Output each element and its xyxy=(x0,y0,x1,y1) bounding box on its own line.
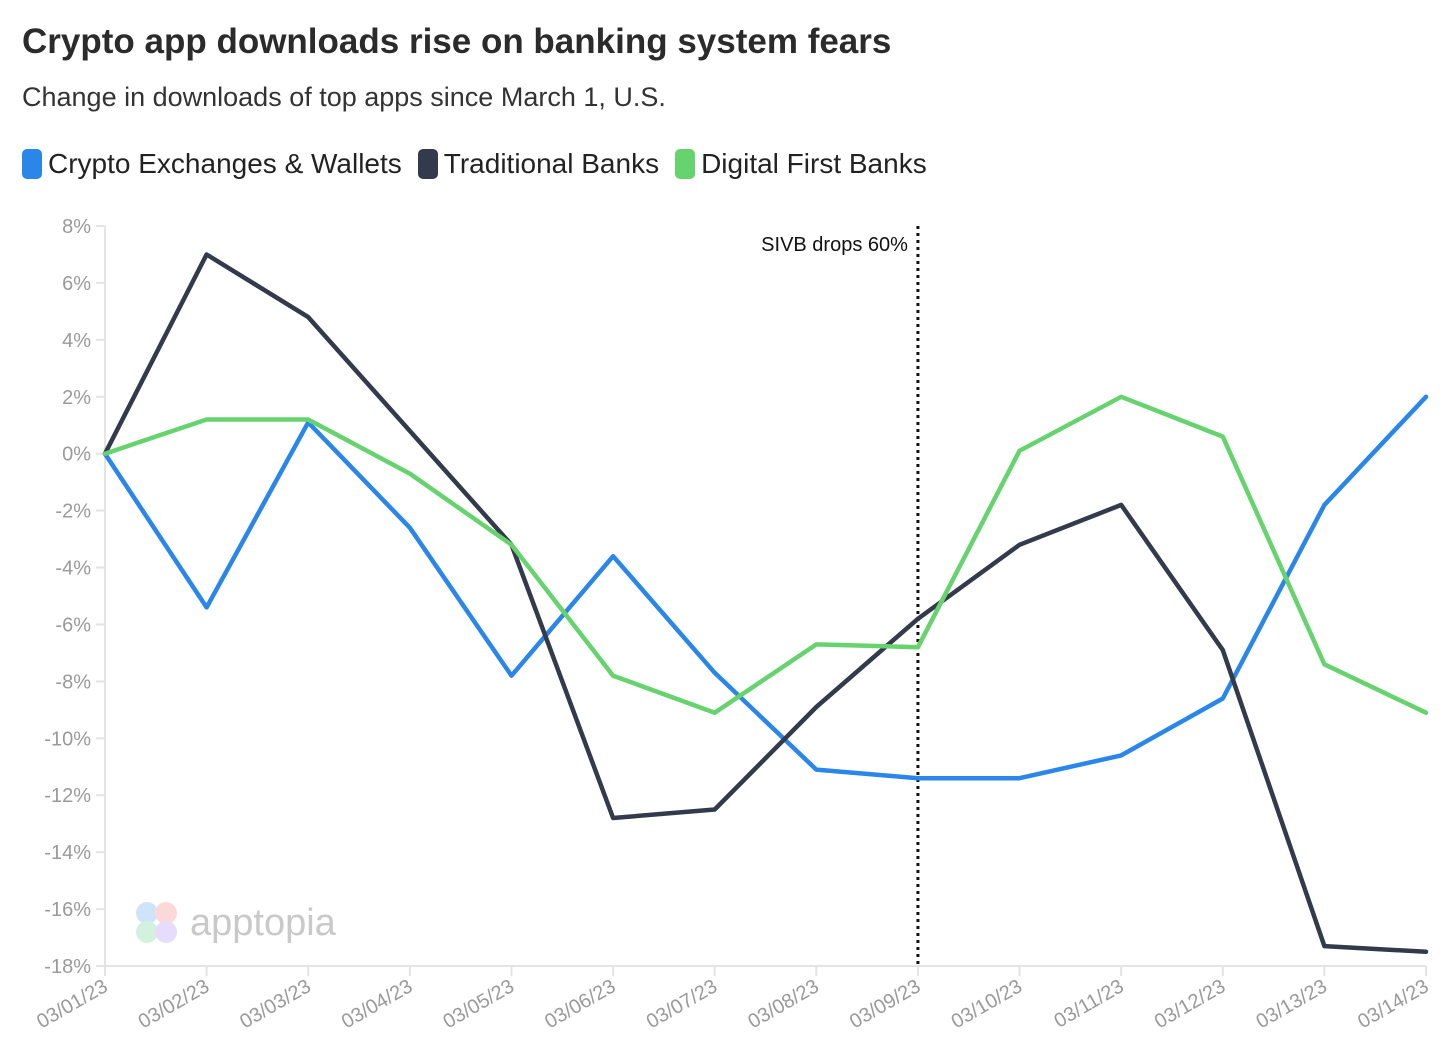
x-tick-label: 03/06/23 xyxy=(541,975,619,1033)
chart-series xyxy=(102,252,1429,955)
y-tick-label: 4% xyxy=(62,330,91,352)
series-line-digital-first-banks[interactable] xyxy=(102,394,1429,715)
chart-title: Crypto app downloads rise on banking sys… xyxy=(22,22,892,61)
annotation-label: SIVB drops 60% xyxy=(761,234,908,256)
y-tick-label: 6% xyxy=(62,273,91,295)
series-line-crypto-exchanges-wallets[interactable] xyxy=(102,394,1429,781)
y-tick-label: 8% xyxy=(62,216,91,238)
x-tick-label: 03/03/23 xyxy=(236,975,314,1033)
y-tick-label: 2% xyxy=(62,387,91,409)
watermark-logo-petal-blue xyxy=(136,902,158,924)
y-tick-label: -14% xyxy=(44,842,91,864)
x-tick-label: 03/02/23 xyxy=(135,975,213,1033)
x-tick-label: 03/12/23 xyxy=(1151,975,1229,1033)
apptopia-watermark: apptopia xyxy=(136,902,337,944)
y-tick-label: -10% xyxy=(44,728,91,750)
y-tick-label: -16% xyxy=(44,899,91,921)
legend-swatch-crypto xyxy=(22,149,42,179)
legend-label-digital-first-banks: Digital First Banks xyxy=(701,148,927,179)
legend-label-traditional-banks: Traditional Banks xyxy=(443,148,660,179)
y-tick-label: -18% xyxy=(44,956,91,978)
watermark-text: apptopia xyxy=(190,902,337,944)
x-tick-label: 03/09/23 xyxy=(846,975,924,1033)
legend-item-traditional-banks[interactable]: Traditional Banks xyxy=(417,148,660,180)
series-line-traditional-banks[interactable] xyxy=(102,252,1429,955)
x-tick-label: 03/07/23 xyxy=(643,975,721,1033)
legend-swatch-traditional-banks xyxy=(417,149,438,179)
legend-item-crypto[interactable]: Crypto Exchanges & Wallets xyxy=(22,148,402,180)
x-tick-label: 03/08/23 xyxy=(744,975,822,1033)
watermark-logo-petal-purple xyxy=(155,921,177,943)
x-tick-label: 03/11/23 xyxy=(1051,975,1128,1032)
watermark-logo-petal-pink xyxy=(155,902,177,924)
x-tick-label: 03/05/23 xyxy=(440,975,518,1033)
watermark-logo-petal-green xyxy=(136,921,158,943)
legend-item-digital-first-banks[interactable]: Digital First Banks xyxy=(675,148,927,180)
y-tick-label: -12% xyxy=(44,785,91,807)
y-tick-label: -8% xyxy=(55,671,91,693)
chart-legend: Crypto Exchanges & Wallets Traditional B… xyxy=(22,148,943,180)
chart-annotations: SIVB drops 60% xyxy=(761,226,920,966)
x-tick-label: 03/10/23 xyxy=(948,975,1026,1033)
x-tick-label: 03/04/23 xyxy=(338,975,416,1033)
y-tick-label: -2% xyxy=(55,501,91,523)
legend-label-crypto: Crypto Exchanges & Wallets xyxy=(48,148,402,179)
chart-subtitle: Change in downloads of top apps since Ma… xyxy=(22,82,666,112)
legend-swatch-digital-first-banks xyxy=(675,149,696,179)
y-tick-label: -4% xyxy=(55,558,91,580)
y-tick-label: -6% xyxy=(55,614,91,636)
x-tick-label: 03/13/23 xyxy=(1252,975,1330,1033)
x-tick-label: 03/14/23 xyxy=(1354,975,1432,1033)
y-tick-label: 0% xyxy=(62,444,91,466)
x-tick-label: 03/01/23 xyxy=(33,975,111,1033)
